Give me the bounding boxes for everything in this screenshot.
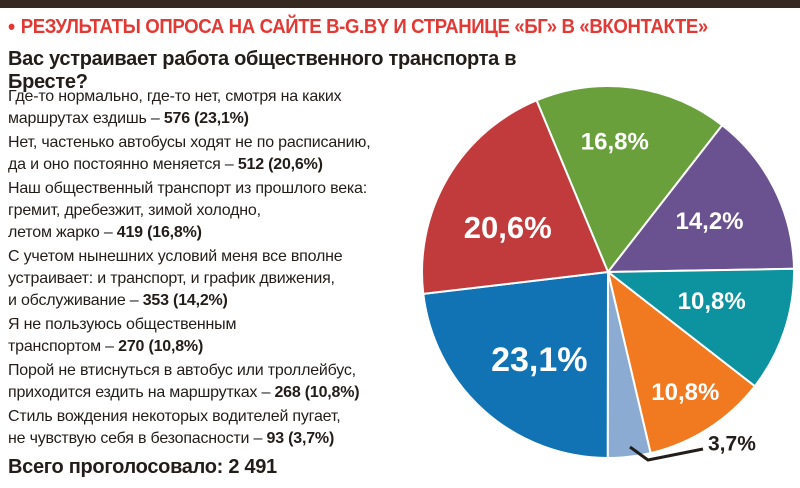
pie-slice bbox=[421, 99, 609, 295]
option-separator: – bbox=[125, 292, 143, 309]
option-separator: – bbox=[146, 110, 164, 127]
total-votes-label: Всего проголосовало: bbox=[8, 456, 224, 478]
pie-slice bbox=[422, 271, 609, 459]
pie-slice bbox=[535, 85, 724, 273]
pie-slice bbox=[607, 271, 756, 455]
option-separator: – bbox=[99, 224, 117, 241]
total-votes: Всего проголосовало: 2 491 bbox=[8, 456, 277, 479]
page-title: РЕЗУЛЬТАТЫ ОПРОСА НА САЙТЕ B-G.BY И СТРА… bbox=[20, 16, 709, 38]
option-text: Где-то нормально, где-то нет, смотря на … bbox=[8, 88, 342, 127]
option-result: 419 (16,8%) bbox=[116, 224, 202, 241]
option-result: 268 (10,8%) bbox=[274, 384, 360, 401]
survey-option: Нет, частенько автобусы ходят не по расп… bbox=[8, 132, 428, 176]
survey-option: Где-то нормально, где-то нет, смотря на … bbox=[8, 86, 428, 130]
option-result: 353 (14,2%) bbox=[142, 292, 228, 309]
header: • РЕЗУЛЬТАТЫ ОПРОСА НА САЙТЕ B-G.BY И СТР… bbox=[8, 14, 800, 40]
survey-option: Наш общественный транспорт из прошлого в… bbox=[8, 178, 428, 244]
option-separator: – bbox=[220, 156, 238, 173]
leader-line bbox=[629, 445, 704, 462]
option-text: Стиль вождения некоторых водителей пугае… bbox=[8, 408, 341, 447]
option-text: Наш общественный транспорт из прошлого в… bbox=[8, 180, 367, 241]
option-text: Нет, частенько автобусы ходят не по расп… bbox=[8, 134, 371, 173]
top-accent-bar bbox=[0, 0, 800, 8]
option-separator: – bbox=[100, 338, 119, 355]
survey-option: С учетом нынешних условий меня все вполн… bbox=[8, 246, 428, 312]
slice-label: 23,1% bbox=[491, 341, 587, 379]
slice-label: 10,8% bbox=[651, 379, 719, 406]
survey-option: Стиль вождения некоторых водителей пугае… bbox=[8, 406, 428, 450]
slice-label: 16,8% bbox=[581, 129, 649, 156]
bullet-icon: • bbox=[8, 14, 16, 39]
survey-option: Я не пользуюсь общественным транспортом … bbox=[8, 314, 428, 358]
survey-options: Где-то нормально, где-то нет, смотря на … bbox=[8, 86, 428, 452]
survey-question: Вас устраивает работа общественного тран… bbox=[8, 48, 517, 93]
pie-slice bbox=[607, 124, 795, 273]
slice-label: 20,6% bbox=[464, 210, 552, 245]
option-separator: – bbox=[257, 384, 275, 401]
survey-option: Порой не втиснуться в автобус или тролле… bbox=[8, 360, 428, 404]
slice-label: 10,8% bbox=[678, 288, 746, 315]
option-text: Порой не втиснуться в автобус или тролле… bbox=[8, 362, 356, 401]
option-result: 512 (20,6%) bbox=[237, 156, 323, 173]
option-separator: – bbox=[249, 430, 267, 447]
slice-label: 14,2% bbox=[675, 208, 743, 235]
option-text: С учетом нынешних условий меня все вполн… bbox=[8, 248, 343, 309]
option-result: 93 (3,7%) bbox=[266, 430, 335, 447]
option-result: 576 (23,1%) bbox=[163, 110, 249, 127]
slice-label: 3,7% bbox=[708, 433, 756, 456]
option-result: 270 (10,8%) bbox=[118, 338, 204, 355]
option-text: Я не пользуюсь общественным транспортом bbox=[8, 316, 237, 355]
pie-slice bbox=[607, 267, 796, 388]
total-votes-value: 2 491 bbox=[228, 456, 277, 478]
